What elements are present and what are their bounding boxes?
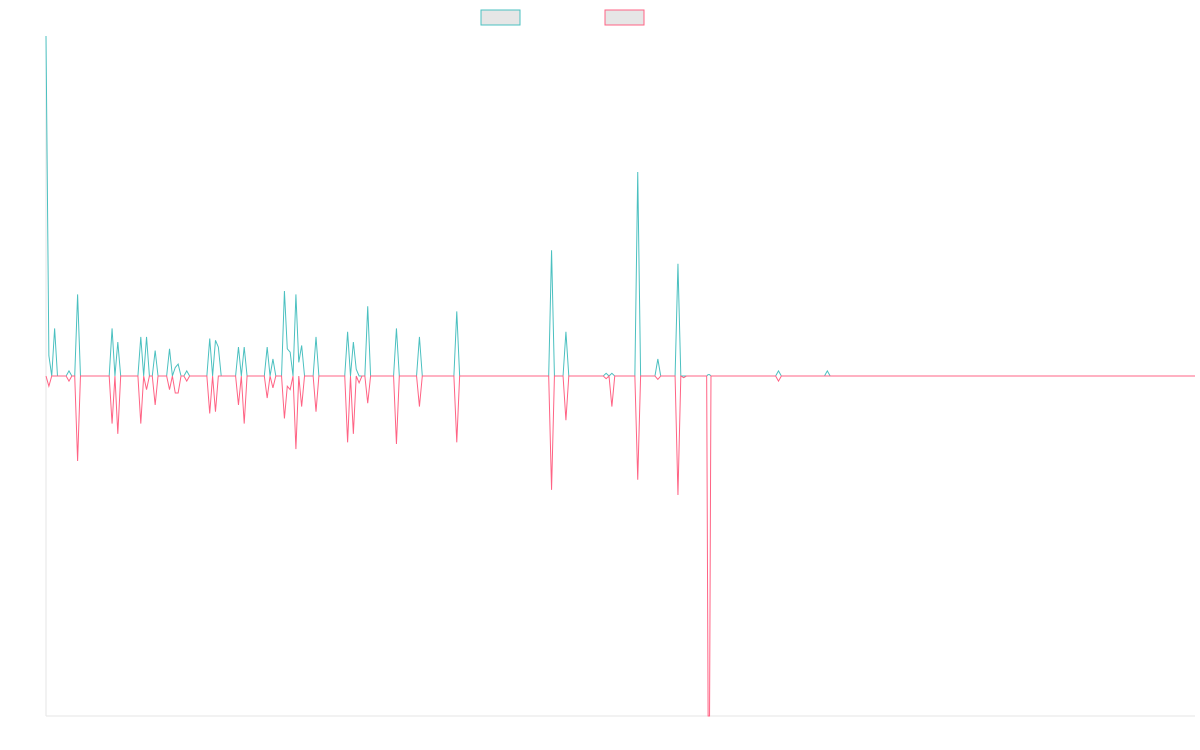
series-line-1 xyxy=(45,35,1195,377)
series-layer xyxy=(45,35,1195,717)
legend-swatch-2[interactable] xyxy=(604,9,645,26)
chart-legend[interactable] xyxy=(480,9,645,26)
series-line-2 xyxy=(45,374,1195,717)
legend-swatch-1[interactable] xyxy=(480,9,521,26)
